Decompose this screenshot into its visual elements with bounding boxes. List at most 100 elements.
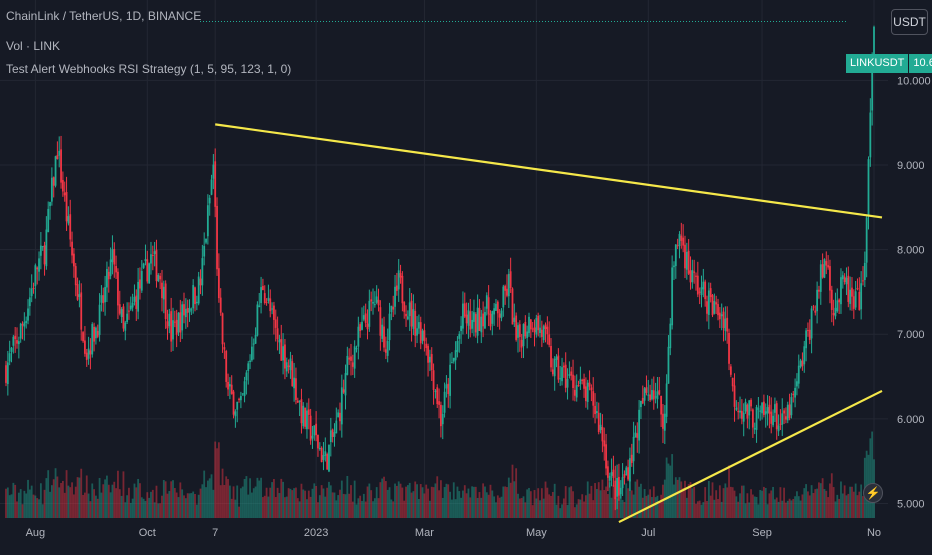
currency-button[interactable]: USDT [891,9,928,35]
candle-body [636,433,639,438]
candle-body [383,326,385,348]
volume-bar [676,479,679,518]
candle-body [394,286,396,307]
volume-bar [408,482,411,518]
volume-bar [21,504,24,518]
volume-bar [805,484,808,518]
volume-bar [436,476,439,518]
volume-bar [357,498,360,518]
candle-body [673,265,675,268]
volume-bar [695,503,697,518]
candle-body [195,301,198,304]
candle-body [208,197,211,204]
volume-bar [399,483,402,518]
candle-body [774,404,776,413]
volume-bar [539,500,541,518]
candle-body [190,309,193,311]
trendlines[interactable] [215,123,883,524]
volume-bar [315,485,318,518]
candle-body [217,268,220,299]
candle-body [405,313,407,317]
volume-bar [137,478,140,518]
volume-bar [28,489,31,518]
candle-body [206,205,209,237]
volume-bar [238,506,240,518]
candle-body [851,287,853,297]
candle-body [775,403,778,430]
candle-body [658,389,661,395]
volume-bar [509,482,512,518]
volume-bar [834,501,837,518]
candle-body [667,346,670,384]
volume-bar [476,497,479,518]
lightning-icon[interactable]: ⚡ [863,483,883,503]
candle-body [318,448,321,450]
candle-body [271,308,273,310]
candle-body [216,205,218,270]
x-axis-ticks: Aug Oct 7 2023 Mar May Jul Sep No [26,527,881,539]
candle-body [465,314,468,324]
candle-body [129,305,132,310]
volume-bar [685,497,688,518]
candle-body [397,270,400,290]
volume-bar [353,480,356,518]
candle-body [177,312,180,333]
candle-body [755,407,758,430]
volume-bar [61,480,64,518]
candle-body [249,360,251,363]
volume-bar [93,489,95,518]
volume-bar [445,483,448,518]
candle-body [601,427,604,442]
candle-body [265,301,268,303]
volume-bar [328,481,330,518]
candle-body [298,400,301,402]
candle-body [212,164,215,179]
volume-bar [783,487,785,518]
candle-body [544,324,547,330]
volume-bar [159,503,162,518]
volume-bar [487,494,490,518]
candle-body [722,311,725,328]
volume-bar [687,484,690,518]
y-tick-label: 10.000 [897,75,931,87]
candle-body [733,385,736,407]
candle-body [16,340,18,344]
volume-legend[interactable]: Vol · LINK [6,39,61,53]
symbol-legend[interactable]: ChainLink / TetherUS, 1D, BINANCE [6,9,202,23]
volume-bar [111,484,114,518]
volume-bar [797,496,800,518]
candle-body [559,378,562,380]
volume-bar [515,468,518,518]
candle-body [67,216,70,224]
volume-bar [427,488,429,518]
volume-bar [249,478,251,518]
volume-bar [260,477,262,518]
volume-bar [401,487,404,518]
candle-body [214,161,217,207]
volume-bar [329,485,332,518]
volume-bar [71,482,73,518]
volume-bar [236,485,239,518]
candle-body [8,353,11,362]
volume-bar [504,486,507,518]
candle-body [401,275,404,304]
volume-bar [542,498,545,518]
candle-body [293,377,296,389]
volume-bar [671,454,674,518]
volume-bar [561,504,563,518]
volume-bar [722,488,725,518]
candle-body [326,454,329,470]
candle-body [192,285,195,309]
volume-bar [849,486,852,518]
candle-body [726,317,729,332]
price-tag-symbol: LINKUSDT [846,54,910,73]
candle-body [845,277,848,285]
candle-body [814,310,817,313]
strategy-legend[interactable]: Test Alert Webhooks RSI Strategy (1, 5, … [6,62,292,76]
volume-bar [397,481,400,518]
volume-bar [610,497,613,518]
candle-body [685,251,688,270]
candle-body [392,306,395,310]
